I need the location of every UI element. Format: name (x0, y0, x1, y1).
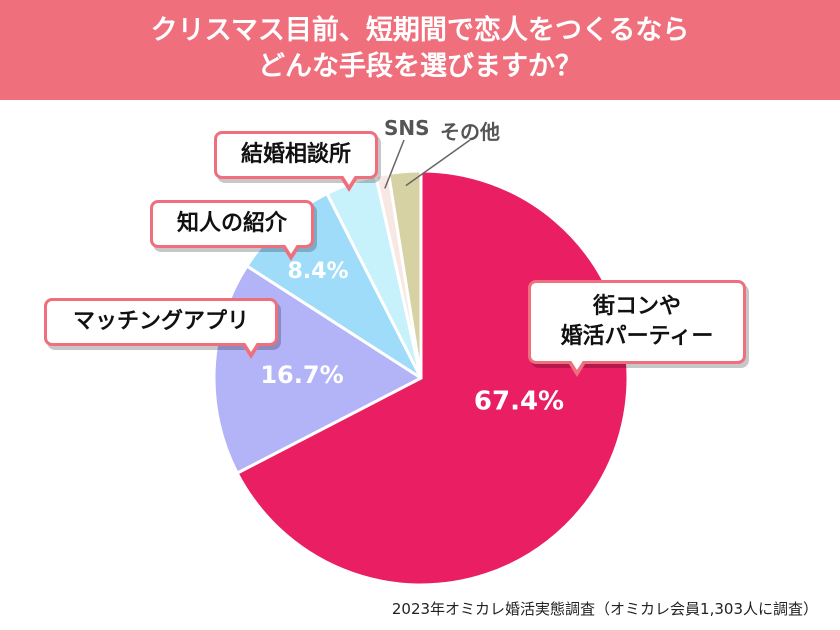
callout-marriage-agency-label: 結婚相談所 (240, 142, 351, 167)
callout-matching-app: マッチングアプリ (44, 298, 278, 359)
title-line-2: どんな手段を選びますか？ (258, 51, 582, 82)
callout-referral-label: 知人の紹介 (176, 211, 287, 236)
callout-machikon-line2: 婚活パーティー (560, 324, 714, 349)
value-label-matching-app: 16.7% (260, 361, 343, 389)
label-other: その他 (440, 120, 500, 144)
callout-machikon-line1: 街コンや (592, 294, 681, 319)
callout-machikon-tail-inner (570, 359, 584, 370)
callout-referral: 知人の紹介 (150, 200, 314, 261)
value-label-machikon: 67.4% (474, 387, 564, 417)
callout-machikon: 街コンや 婚活パーティー (528, 280, 746, 377)
callout-referral-tail-inner (284, 243, 298, 254)
leader-line-sns (384, 139, 405, 189)
label-sns: SNS (384, 116, 430, 140)
callout-matching-app-tail-inner (244, 341, 258, 352)
callout-marriage-agency-tail-inner (342, 174, 356, 185)
slice-other (387, 169, 423, 380)
source-note: 2023年オミカレ婚活実態調査（オミカレ会員1,303人に調査） (391, 600, 818, 618)
slice-machikon (235, 169, 630, 587)
callout-matching-app-label: マッチングアプリ (72, 309, 249, 334)
title-banner: クリスマス目前、短期間で恋人をつくるなら どんな手段を選びますか？ (0, 0, 840, 100)
callout-marriage-agency: 結婚相談所 (214, 131, 378, 192)
leader-line-other (405, 139, 471, 187)
title-line-1: クリスマス目前、短期間で恋人をつくるなら (150, 15, 690, 46)
value-label-referral: 8.4% (287, 259, 348, 284)
